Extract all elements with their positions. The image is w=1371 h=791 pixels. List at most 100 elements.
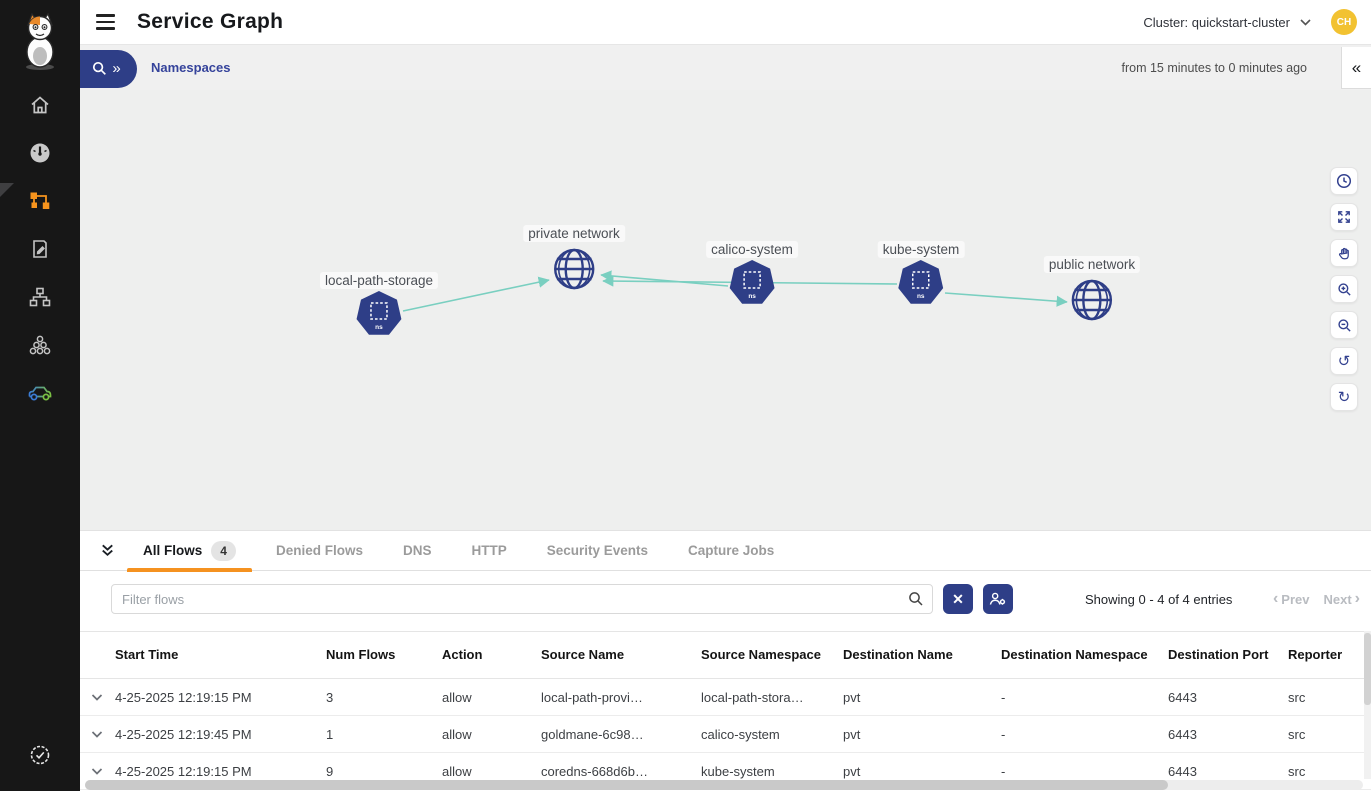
svg-text:ns: ns xyxy=(375,324,383,331)
sidebar-item-compliance[interactable] xyxy=(0,369,80,417)
next-page-button[interactable]: Next › xyxy=(1323,591,1360,607)
tab-label: Security Events xyxy=(546,543,649,558)
graph-node-label: kube-system xyxy=(877,241,965,258)
sidebar-item-service-graph[interactable] xyxy=(0,177,80,225)
panel-collapse-button[interactable] xyxy=(93,537,121,565)
graph-node-kube-system[interactable]: kube-system ns xyxy=(877,241,965,307)
graph-node-label: private network xyxy=(523,225,625,242)
graph-node-local-path-storage[interactable]: local-path-storage ns xyxy=(319,272,439,338)
undo-layout-button[interactable]: ↺ xyxy=(1330,347,1358,375)
cell-reporter: src xyxy=(1288,726,1306,742)
avatar[interactable]: CH xyxy=(1331,9,1357,35)
filter-flows-input[interactable] xyxy=(111,584,933,614)
tab-all-flows[interactable]: All Flows 4 xyxy=(123,531,256,572)
graph-node-calico-system[interactable]: calico-system ns xyxy=(706,241,798,307)
col-destination-namespace: Destination Namespace xyxy=(1001,646,1148,662)
cell-destination-name: pvt xyxy=(843,689,861,705)
tab-count-badge: 4 xyxy=(211,540,236,561)
cell-destination-port: 6443 xyxy=(1168,763,1197,779)
chevron-down-icon xyxy=(1300,18,1311,26)
tab-denied-flows[interactable]: Denied Flows xyxy=(256,531,383,571)
col-num-flows: Num Flows xyxy=(326,646,396,662)
fit-screen-button[interactable] xyxy=(1330,203,1358,231)
service-graph-canvas[interactable]: local-path-storage ns private network xyxy=(80,90,1371,530)
cell-num-flows: 9 xyxy=(326,763,334,779)
graph-node-private-network[interactable]: private network xyxy=(523,225,625,295)
col-source-namespace: Source Namespace xyxy=(701,646,821,662)
cluster-selector-label: Cluster: quickstart-cluster xyxy=(1143,14,1290,30)
namespace-node-icon: ns xyxy=(729,260,775,304)
table-vertical-scrollbar xyxy=(1364,631,1371,779)
prev-page-button[interactable]: ‹ Prev xyxy=(1273,591,1310,607)
flows-panel: All Flows 4 Denied Flows DNS HTTP Securi… xyxy=(80,530,1371,791)
top-bar: Service Graph Cluster: quickstart-cluste… xyxy=(80,0,1371,45)
tab-security-events[interactable]: Security Events xyxy=(527,531,668,571)
col-destination-name: Destination Name xyxy=(843,646,953,662)
cell-start-time: 4-25-2025 12:19:15 PM xyxy=(115,689,252,705)
graph-node-label: local-path-storage xyxy=(319,272,439,289)
cell-destination-namespace: - xyxy=(1001,763,1006,779)
column-customize-button[interactable] xyxy=(983,584,1013,614)
refresh-icon: ↻ xyxy=(1337,388,1351,406)
sidebar-item-cluster[interactable] xyxy=(0,321,80,369)
table-row[interactable]: 4-25-2025 12:19:15 PM 3 allow local-path… xyxy=(80,679,1371,716)
row-expand-button[interactable] xyxy=(91,693,115,702)
graph-node-public-network[interactable]: public network xyxy=(1043,256,1141,326)
cell-destination-name: pvt xyxy=(843,763,861,779)
dashboard-gauge-icon xyxy=(30,143,50,163)
sub-header: » Namespaces from 15 minutes to 0 minute… xyxy=(80,45,1371,90)
cluster-selector[interactable]: Cluster: quickstart-cluster xyxy=(1137,11,1317,34)
network-globe-icon xyxy=(1071,279,1113,321)
hamburger-menu-icon[interactable] xyxy=(96,11,122,33)
home-icon xyxy=(31,96,49,114)
vertical-scrollbar-thumb[interactable] xyxy=(1364,633,1371,705)
row-expand-button[interactable] xyxy=(91,767,115,776)
namespace-node-icon: ns xyxy=(898,260,944,304)
network-globe-icon xyxy=(553,248,595,290)
cell-num-flows: 1 xyxy=(326,726,334,742)
horizontal-scrollbar-thumb[interactable] xyxy=(85,780,1168,790)
pan-hand-button[interactable] xyxy=(1330,239,1358,267)
zoom-in-icon xyxy=(1337,282,1351,296)
svg-text:ns: ns xyxy=(917,293,925,300)
user-settings-icon xyxy=(989,592,1006,605)
prev-label: Prev xyxy=(1281,591,1310,607)
graph-node-label: public network xyxy=(1043,256,1141,273)
cell-destination-namespace: - xyxy=(1001,689,1006,705)
cell-destination-port: 6443 xyxy=(1168,689,1197,705)
chevron-double-right-icon: » xyxy=(112,60,121,77)
graph-search-button[interactable]: » xyxy=(80,49,137,88)
time-settings-button[interactable] xyxy=(1330,167,1358,195)
sidebar-item-policies[interactable] xyxy=(0,225,80,273)
right-panel-collapse-button[interactable]: « xyxy=(1341,47,1371,89)
table-row[interactable]: 4-25-2025 12:19:45 PM 1 allow goldmane-6… xyxy=(80,716,1371,753)
chevron-down-icon xyxy=(91,767,103,775)
zoom-out-button[interactable] xyxy=(1330,311,1358,339)
tab-dns[interactable]: DNS xyxy=(383,531,452,571)
sidebar-item-dashboard[interactable] xyxy=(0,129,80,177)
cell-source-namespace: calico-system xyxy=(701,726,780,742)
zoom-in-button[interactable] xyxy=(1330,275,1358,303)
sidebar-item-certificates[interactable] xyxy=(0,731,80,779)
tab-http[interactable]: HTTP xyxy=(451,531,526,571)
sidebar-item-network-sets[interactable] xyxy=(0,273,80,321)
tab-label: Denied Flows xyxy=(275,543,363,558)
flows-filter-row: ✕ Showing 0 - 4 of 4 entries ‹ Prev xyxy=(111,584,1360,614)
cell-reporter: src xyxy=(1288,763,1306,779)
tab-capture-jobs[interactable]: Capture Jobs xyxy=(668,531,794,571)
chevron-double-down-icon xyxy=(101,544,113,556)
sidebar xyxy=(0,0,80,791)
col-action: Action xyxy=(442,646,483,662)
cell-num-flows: 3 xyxy=(326,689,334,705)
cell-destination-namespace: - xyxy=(1001,726,1006,742)
edge-lps-to-private xyxy=(402,276,550,312)
refresh-button[interactable]: ↻ xyxy=(1330,383,1358,411)
sidebar-item-home[interactable] xyxy=(0,81,80,129)
pan-hand-icon xyxy=(1338,247,1349,259)
clear-filter-button[interactable]: ✕ xyxy=(943,584,973,614)
cell-source-name: goldmane-6c98… xyxy=(541,726,644,742)
network-sitemap-icon xyxy=(29,287,51,307)
row-expand-button[interactable] xyxy=(91,730,115,739)
col-source-name: Source Name xyxy=(541,646,625,662)
breadcrumb[interactable]: Namespaces xyxy=(151,60,231,75)
